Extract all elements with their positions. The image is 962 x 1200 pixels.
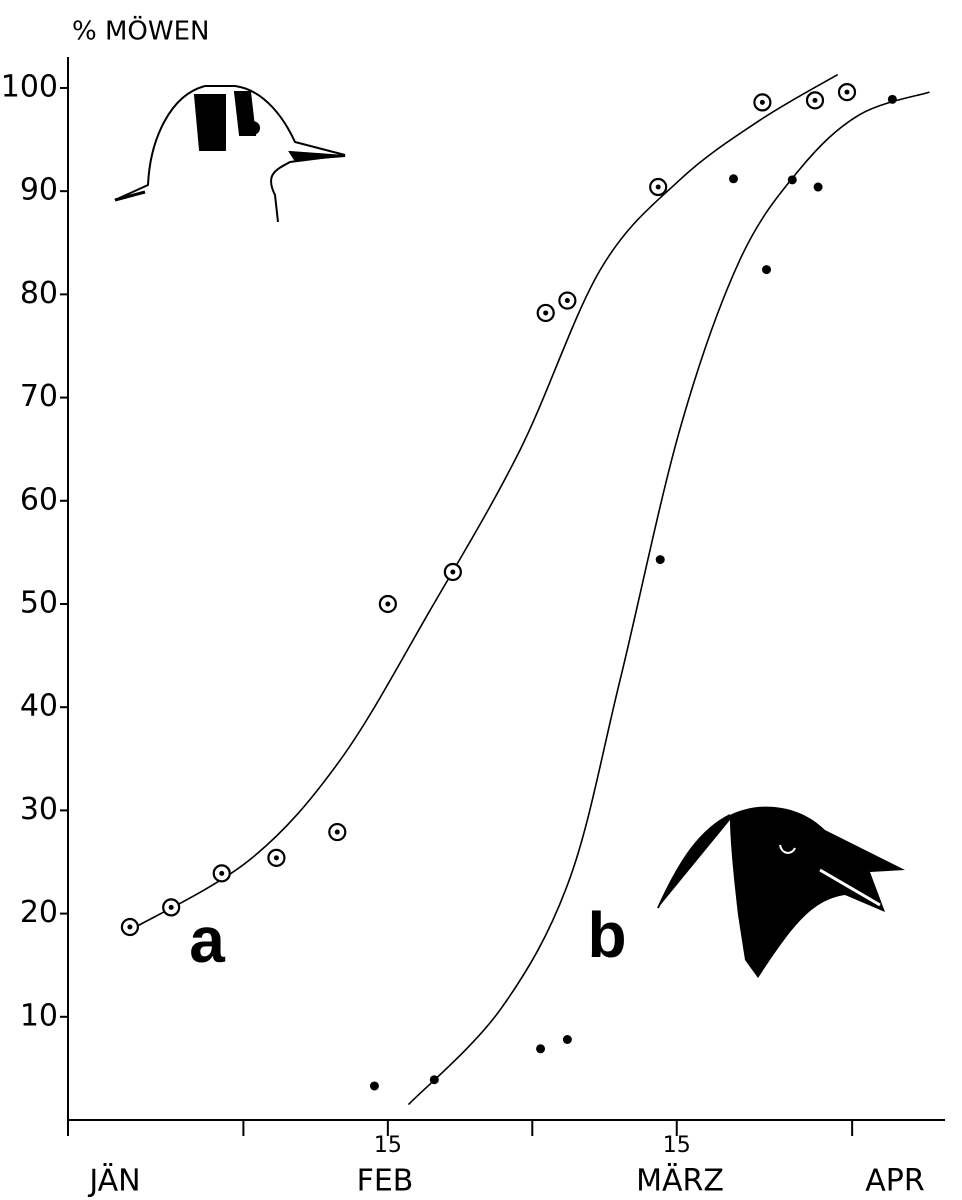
point (728, 174, 738, 184)
point-center (219, 870, 225, 876)
point (562, 1035, 572, 1045)
y-tick-label: 60 (20, 482, 58, 517)
point-center (168, 904, 174, 910)
point-center (655, 184, 661, 190)
point-center (127, 924, 133, 930)
series-label: a (189, 904, 225, 976)
fit-curve (407, 91, 930, 1106)
series-label: b (587, 899, 626, 971)
point (887, 94, 897, 104)
point (369, 1081, 379, 1091)
bird-summer (657, 806, 905, 978)
point (813, 182, 823, 192)
y-tick-label: 80 (20, 276, 58, 311)
y-axis-label: % MÖWEN (72, 15, 209, 47)
point (787, 175, 797, 185)
month-label: MÄRZ (636, 1163, 724, 1199)
point-center (334, 829, 340, 835)
y-tick-label: 20 (20, 895, 58, 930)
y-tick-label: 40 (20, 689, 58, 724)
point-center (450, 569, 456, 575)
y-tick-label: 90 (20, 173, 58, 208)
y-tick-label: 30 (20, 792, 58, 827)
y-tick-label: 10 (20, 998, 58, 1033)
y-tick-label: 50 (20, 585, 58, 620)
point-center (844, 89, 850, 95)
bird-winter (114, 85, 346, 223)
point (536, 1044, 546, 1054)
point (762, 265, 772, 275)
point-center (273, 855, 279, 861)
fit-curve (129, 73, 839, 931)
x-tick-label: 15 (374, 1133, 402, 1158)
point (429, 1075, 439, 1085)
month-label: FEB (357, 1164, 414, 1199)
x-tick-label: 15 (663, 1133, 691, 1158)
month-label: JÄN (87, 1163, 140, 1199)
point-center (564, 298, 570, 304)
point (655, 555, 665, 565)
month-label: APR (865, 1164, 924, 1199)
y-tick-label: 100 (1, 69, 58, 104)
point-center (812, 97, 818, 103)
point-center (759, 99, 765, 105)
point-center (385, 601, 391, 607)
y-tick-label: 70 (20, 379, 58, 414)
point-center (543, 310, 549, 316)
